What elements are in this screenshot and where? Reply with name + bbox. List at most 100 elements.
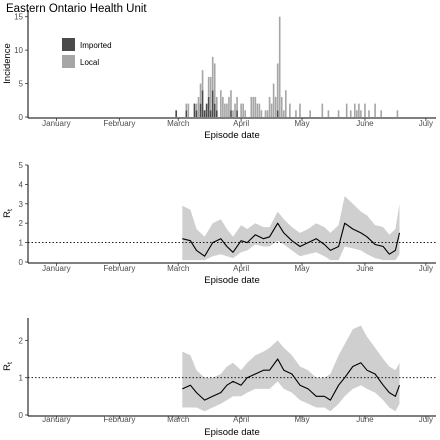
y-tick-label: 15 bbox=[14, 13, 23, 22]
bar-local bbox=[185, 103, 188, 111]
rt-line bbox=[182, 222, 401, 257]
bar-local bbox=[195, 103, 198, 111]
legend-label-local: Local bbox=[80, 58, 99, 67]
bar-local bbox=[226, 103, 228, 117]
y-axis-title: Incidence bbox=[2, 43, 13, 84]
bar-local bbox=[254, 96, 257, 117]
bar-imported bbox=[209, 110, 212, 117]
x-tick-label: July bbox=[419, 415, 433, 424]
bar-local bbox=[242, 103, 244, 117]
bar-local bbox=[220, 90, 222, 117]
bar-local bbox=[337, 110, 340, 117]
x-tick-label: May bbox=[294, 119, 309, 128]
bar-local bbox=[396, 110, 399, 117]
y-tick-label: 5 bbox=[19, 80, 24, 89]
bar-imported bbox=[201, 90, 204, 117]
bar-local bbox=[222, 96, 224, 117]
x-tick-label: February bbox=[103, 119, 135, 128]
bar-imported bbox=[185, 110, 188, 117]
x-tick-label: May bbox=[294, 264, 309, 273]
x-tick-label: June bbox=[356, 415, 374, 424]
legend-key-local bbox=[62, 55, 75, 68]
bar-local bbox=[295, 110, 297, 117]
bar-local bbox=[213, 63, 216, 104]
x-tick-label: July bbox=[419, 264, 433, 273]
bar-local bbox=[278, 16, 281, 117]
y-tick-label: 0 bbox=[19, 258, 24, 267]
bar-imported bbox=[211, 90, 214, 117]
bar-local bbox=[276, 63, 279, 111]
x-axis-title: Episode date bbox=[204, 427, 259, 438]
x-tick-label: June bbox=[356, 119, 374, 128]
bar-local bbox=[187, 103, 190, 117]
bar-local bbox=[260, 110, 263, 117]
bar-local bbox=[230, 90, 232, 111]
bar-local bbox=[197, 96, 200, 117]
x-tick-label: March bbox=[167, 415, 189, 424]
x-tick-label: January bbox=[42, 119, 70, 128]
rt-panel-2: 0 1 2 January February March April May June July E… bbox=[2, 318, 436, 438]
bar-local bbox=[289, 103, 291, 117]
bar-local bbox=[309, 110, 311, 117]
bar-local bbox=[364, 103, 366, 117]
rt-panel-1: 0 1 2 3 4 5 January February March April May June Ju… bbox=[2, 161, 436, 286]
credible-interval-ribbon bbox=[182, 196, 400, 261]
bar-local bbox=[201, 70, 204, 91]
bar-imported bbox=[203, 110, 206, 117]
bar-imported bbox=[213, 103, 216, 117]
bar-local bbox=[232, 110, 234, 117]
bar-local bbox=[234, 103, 236, 117]
bar-local bbox=[224, 103, 226, 117]
bar-local bbox=[215, 96, 218, 111]
y-tick-label: 5 bbox=[19, 161, 24, 170]
legend-key-imported bbox=[62, 38, 75, 51]
bar-local bbox=[240, 103, 242, 117]
bar-local bbox=[280, 96, 283, 117]
bar-local bbox=[264, 110, 267, 117]
bar-local bbox=[207, 76, 210, 97]
bar-local bbox=[349, 110, 352, 117]
x-tick-label: February bbox=[103, 264, 135, 273]
x-tick-label: March bbox=[167, 264, 189, 273]
y-tick-label: 1 bbox=[19, 374, 24, 383]
bar-local bbox=[368, 110, 370, 117]
bar-local bbox=[356, 110, 358, 117]
bar-local bbox=[250, 96, 253, 117]
y-tick-label: 10 bbox=[14, 46, 23, 55]
x-tick-label: January bbox=[42, 415, 70, 424]
bar-local bbox=[274, 96, 277, 117]
bar-local bbox=[228, 96, 230, 117]
bar-imported bbox=[193, 103, 196, 117]
x-tick-label: April bbox=[233, 415, 249, 424]
bar-imported bbox=[276, 110, 279, 117]
bar-local bbox=[353, 103, 356, 117]
x-tick-label: June bbox=[356, 264, 374, 273]
bar-imported bbox=[199, 103, 202, 117]
bar-local bbox=[380, 110, 383, 117]
bar-imported bbox=[205, 103, 208, 117]
x-tick-label: March bbox=[167, 119, 189, 128]
y-axis-title: Rt bbox=[2, 209, 14, 218]
bar-local bbox=[209, 76, 212, 111]
bar-local bbox=[345, 103, 348, 117]
bar-local bbox=[256, 103, 259, 117]
legend-label-imported: Imported bbox=[80, 41, 112, 50]
bar-local bbox=[211, 56, 214, 91]
x-tick-label: April bbox=[233, 264, 249, 273]
y-tick-label: 1 bbox=[19, 239, 24, 248]
x-tick-label: January bbox=[42, 264, 70, 273]
bar-local bbox=[299, 103, 301, 117]
bar-local bbox=[327, 110, 330, 117]
figure-title: Eastern Ontario Health Unit bbox=[6, 3, 147, 15]
rt-line bbox=[182, 358, 401, 401]
x-tick-label: April bbox=[233, 119, 249, 128]
bar-imported bbox=[207, 96, 210, 117]
bar-local bbox=[374, 103, 376, 117]
bar-local bbox=[270, 103, 273, 117]
bar-local bbox=[360, 110, 362, 117]
y-tick-label: 0 bbox=[19, 411, 24, 420]
bar-imported bbox=[175, 110, 177, 117]
bar-imported bbox=[215, 110, 218, 117]
x-axis-title: Episode date bbox=[204, 130, 259, 141]
